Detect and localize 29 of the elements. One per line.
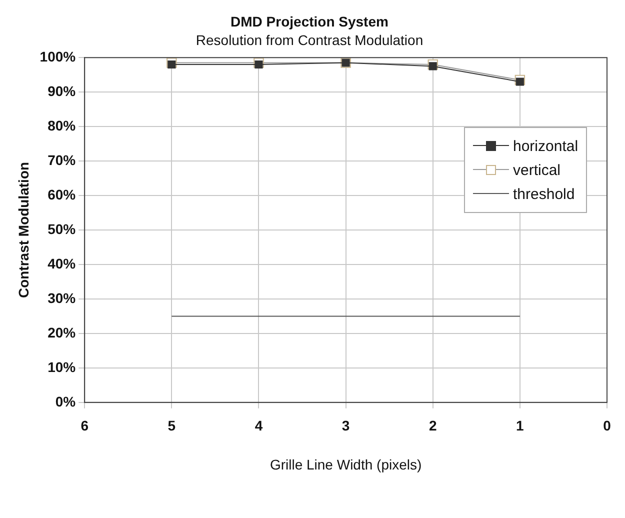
point	[516, 78, 524, 86]
y-tick-label: 80%	[48, 117, 76, 134]
y-tick-label: 40%	[48, 255, 76, 272]
legend-label: horizontal	[513, 138, 578, 154]
y-tick-label: 20%	[48, 324, 76, 340]
legend-label: threshold	[513, 186, 575, 202]
y-tick-label: 70%	[48, 152, 76, 168]
x-tick-label: 6	[80, 418, 89, 434]
y-tick-label: 50%	[48, 220, 76, 237]
x-tick-label: 1	[516, 418, 524, 434]
x-tick-label: 3	[342, 418, 350, 434]
x-tick-label: 5	[168, 418, 176, 434]
y-tick-label: 0%	[55, 393, 76, 410]
legend-label: vertical	[513, 162, 561, 178]
y-axis-title: Contrast Modulation	[15, 162, 32, 298]
chart-subtitle: Resolution from Contrast Modulation	[196, 32, 424, 48]
y-tick-label: 60%	[48, 186, 76, 202]
point	[168, 60, 176, 69]
y-tick-label: 90%	[48, 82, 76, 99]
y-tick-label: 10%	[48, 358, 76, 375]
y-tick-label: 100%	[40, 48, 76, 64]
point	[254, 60, 263, 69]
point	[428, 62, 437, 70]
x-axis-title: Grille Line Width (pixels)	[270, 456, 422, 472]
chart-title: DMD Projection System	[230, 13, 388, 30]
x-tick-label: 0	[603, 418, 612, 434]
y-tick-label: 30%	[48, 290, 76, 306]
x-tick-label: 2	[428, 418, 437, 434]
x-tick-label: 4	[254, 418, 263, 434]
